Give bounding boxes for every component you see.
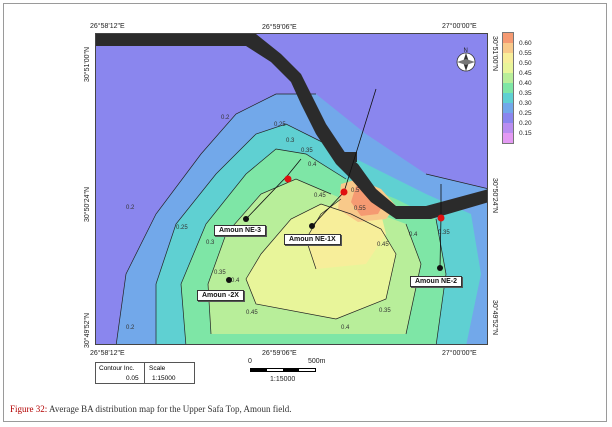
contour-label-0-3-west: 0.3: [206, 240, 215, 246]
legend-label: 0.45: [519, 69, 532, 77]
legend-label: 0.40: [519, 79, 532, 87]
contour-line-0-30: [180, 148, 347, 344]
scalebar: [250, 368, 316, 372]
legend-label: 0.60: [519, 39, 532, 47]
caption-text: Average BA distribution map for the Uppe…: [47, 404, 292, 414]
legend-swatch: [503, 63, 513, 73]
contour-label-0-3: 0.3: [286, 138, 295, 144]
coord-bottom-right: 27°00'00"E: [442, 350, 477, 357]
coord-left-mid: 30°50'24"N: [84, 186, 91, 222]
coord-top-mid: 26°59'06"E: [262, 24, 297, 31]
legend-label: 0.20: [519, 119, 532, 127]
contour-inc-value: 0.05: [126, 375, 139, 382]
well-surface-ne2: [437, 265, 443, 271]
figure-caption: Figure 32: Average BA distribution map f…: [10, 404, 292, 414]
map-svg: 0.2 0.25 0.3 0.35 0.4 0.45 0.5 0.55 0.2 …: [96, 34, 487, 344]
contour-label-0-35: 0.35: [301, 148, 313, 154]
contour-inc-label: Contour Inc.: [99, 365, 135, 372]
info-box: Contour Inc. 0.05 Scale 1:15000: [95, 362, 195, 384]
scale-label: Scale: [149, 365, 166, 372]
scale-value: 1:15000: [152, 375, 176, 382]
well-top-ne1x: [340, 188, 348, 196]
well-surface-ne3: [243, 216, 249, 222]
legend-swatch: [503, 33, 513, 43]
north-arrow-icon: N: [456, 48, 476, 72]
legend-swatch: [503, 123, 513, 133]
contour-label-0-35-south: 0.35: [379, 308, 391, 314]
legend-swatch: [503, 83, 513, 93]
contour-line-0-25: [155, 123, 327, 344]
well-surface-2x: [226, 277, 232, 283]
contour-label-0-4-south: 0.4: [341, 325, 350, 331]
legend-color-bar: [502, 32, 514, 144]
scalebar-start: 0: [248, 358, 252, 365]
legend-swatch: [503, 93, 513, 103]
coastline-band: [96, 34, 487, 219]
well-label-ne3: Amoun NE-3: [214, 225, 266, 236]
info-divider: [144, 363, 145, 383]
coord-bottom-left: 26°58'12"E: [90, 350, 125, 357]
coord-right-top: 30°51'00"N: [491, 36, 498, 72]
contour-label-0-4-west: 0.4: [231, 278, 240, 284]
legend-swatch: [503, 133, 513, 143]
legend-swatch: [503, 73, 513, 83]
contour-line-0-45: [245, 203, 397, 320]
coord-top-right: 27°00'00"E: [442, 23, 477, 30]
legend-label: 0.50: [519, 59, 532, 67]
well-top-ne2: [437, 214, 445, 222]
contour-label-0-35-east: 0.35: [438, 230, 450, 236]
well-label-2x: Amoun -2X: [197, 290, 244, 301]
coord-bottom-mid: 26°59'06"E: [262, 350, 297, 357]
contour-label-0-25-west: 0.25: [176, 225, 188, 231]
legend-label: 0.25: [519, 109, 532, 117]
contour-label-0-4: 0.4: [308, 162, 317, 168]
legend-swatch: [503, 53, 513, 63]
legend-label: 0.30: [519, 99, 532, 107]
legend-swatch: [503, 103, 513, 113]
scalebar-ratio: 1:15000: [270, 376, 296, 383]
contour-label-0-55: 0.55: [354, 206, 366, 212]
legend-label: 0.35: [519, 89, 532, 97]
scalebar-end: 500m: [308, 358, 326, 365]
coastline-notch: [343, 152, 357, 162]
contour-line-0-30-east: [435, 218, 447, 344]
contour-label-0-35-west: 0.35: [214, 270, 226, 276]
svg-text:N: N: [464, 48, 468, 54]
legend-label: 0.15: [519, 129, 532, 137]
legend-label: 0.55: [519, 49, 532, 57]
coord-left-top: 30°51'00"N: [84, 46, 91, 82]
contour-label-0-5: 0.5: [351, 188, 360, 194]
legend-swatch: [503, 43, 513, 53]
contour-label-0-4-east: 0.4: [409, 232, 418, 238]
contour-label-0-2: 0.2: [221, 115, 230, 121]
well-label-ne1x: Amoun NE-1X: [284, 234, 341, 245]
contour-label-0-25: 0.25: [274, 122, 286, 128]
well-surface-ne1x: [309, 223, 315, 229]
coord-right-mid: 30°50'24"N: [491, 178, 498, 214]
contour-line-0-20: [115, 93, 316, 344]
trajectory-ne3: [245, 158, 302, 220]
contour-line-0-35-east: [405, 223, 422, 335]
legend-swatch: [503, 113, 513, 123]
contour-map: 0.2 0.25 0.3 0.35 0.4 0.45 0.5 0.55 0.2 …: [95, 33, 488, 345]
contour-line-0-25-east: [425, 173, 487, 189]
coord-top-left: 26°58'12"E: [90, 23, 125, 30]
contour-label-0-2-west: 0.2: [126, 205, 135, 211]
well-label-ne2: Amoun NE-2: [410, 276, 462, 287]
caption-prefix: Figure 32:: [10, 404, 48, 414]
well-top-ne3: [284, 175, 292, 183]
contour-label-0-45-east: 0.45: [377, 242, 389, 248]
contour-label-0-2-sw: 0.2: [126, 325, 135, 331]
coord-right-bottom: 30°49'52"N: [491, 300, 498, 336]
contour-label-0-45-south: 0.45: [246, 310, 258, 316]
coord-left-bottom: 30°49'52"N: [84, 312, 91, 348]
contour-label-0-45: 0.45: [314, 193, 326, 199]
